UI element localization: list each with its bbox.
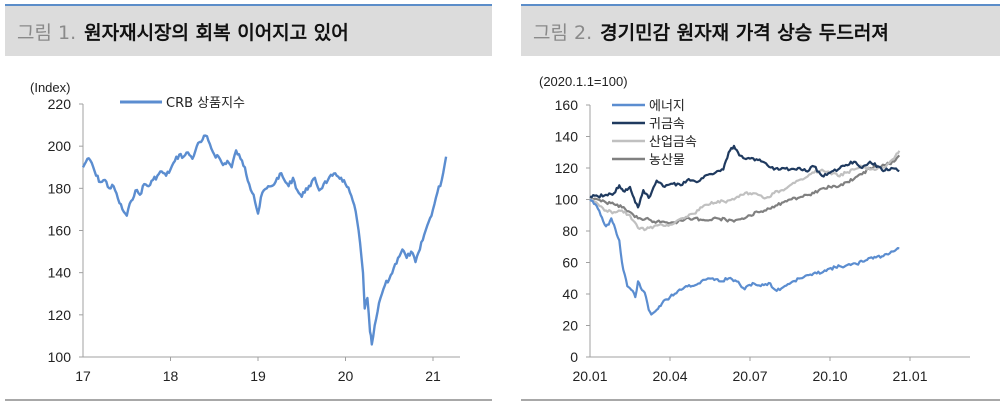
y-tick-label: 160 xyxy=(48,223,72,239)
y-tick-label: 80 xyxy=(562,223,578,239)
legend-label-industrial-metals: 산업금속 xyxy=(649,135,697,150)
agriculture-series-line xyxy=(589,154,901,225)
figure-2-panel: 그림 2. 경기민감 원자재 가격 상승 두드러져 (2020.1.1=100)… xyxy=(515,0,1000,405)
y-tick-label: 180 xyxy=(48,180,72,196)
y-tick-label: 120 xyxy=(555,160,579,176)
y-tick-label: 100 xyxy=(555,192,579,208)
y-axis-ticks: 100 120 140 160 180 200 220 xyxy=(48,96,83,365)
x-tick-label: 20.01 xyxy=(572,368,607,384)
legend: CRB 상품지수 xyxy=(120,96,245,111)
figure-1-title: 원자재시장의 회복 이어지고 있어 xyxy=(84,21,349,44)
y-tick-label: 140 xyxy=(555,129,579,145)
figure-1-title-bar: 그림 1. 원자재시장의 회복 이어지고 있어 xyxy=(5,4,492,56)
figure-1-bottom-rule xyxy=(5,399,492,401)
x-tick-label: 21 xyxy=(425,368,441,384)
figure-2-bottom-rule xyxy=(521,399,1000,401)
y-axis-unit-label: (2020.1.1=100) xyxy=(539,74,628,89)
x-tick-label: 20.07 xyxy=(732,368,767,384)
crb-index-line-chart: (Index) 100 120 140 160 180 200 220 17 18 19 20 21… xyxy=(30,80,460,384)
y-axis-unit-label: (Index) xyxy=(30,80,70,95)
x-axis-ticks: 17 18 19 20 21 xyxy=(75,357,441,384)
x-tick-label: 20.10 xyxy=(812,368,847,384)
x-tick-label: 17 xyxy=(75,368,91,384)
y-tick-label: 120 xyxy=(48,307,72,323)
energy-series-line xyxy=(589,198,900,316)
x-tick-label: 21.01 xyxy=(892,368,927,384)
x-tick-label: 19 xyxy=(250,368,266,384)
y-tick-label: 20 xyxy=(562,318,578,334)
x-tick-label: 20 xyxy=(338,368,354,384)
legend-label-crb: CRB 상품지수 xyxy=(166,96,245,111)
commodity-sectors-line-chart: (2020.1.1=100) 0 20 40 60 80 100 120 140 160 20.… xyxy=(539,74,970,384)
figure-2-title: 경기민감 원자재 가격 상승 두드러져 xyxy=(600,21,889,44)
y-axis-ticks: 0 20 40 60 80 100 120 140 160 xyxy=(555,97,590,365)
y-tick-label: 160 xyxy=(555,97,579,113)
crb-series-line xyxy=(81,134,448,346)
industrial-metals-series-line xyxy=(589,150,901,232)
figure-2-title-bar: 그림 2. 경기민감 원자재 가격 상승 두드러져 xyxy=(521,4,1000,56)
y-tick-label: 200 xyxy=(48,138,72,154)
y-tick-label: 140 xyxy=(48,265,72,281)
x-axis-ticks: 20.01 20.04 20.07 20.10 21.01 xyxy=(572,357,928,384)
figure-1-panel: 그림 1. 원자재시장의 회복 이어지고 있어 (Index) 100 120 14… xyxy=(0,0,492,405)
legend-label-agriculture: 농산물 xyxy=(649,153,685,168)
y-tick-label: 40 xyxy=(562,286,578,302)
y-tick-label: 100 xyxy=(48,349,72,365)
figure-1-number: 그림 1. xyxy=(17,21,77,44)
figure-2-number: 그림 2. xyxy=(533,21,593,44)
legend: 에너지 귀금속 산업금속 농산물 xyxy=(612,99,697,168)
x-tick-label: 20.04 xyxy=(652,368,687,384)
y-tick-label: 0 xyxy=(570,349,578,365)
x-tick-label: 18 xyxy=(163,368,179,384)
legend-label-precious-metals: 귀금속 xyxy=(649,117,685,132)
legend-label-energy: 에너지 xyxy=(649,99,685,114)
y-tick-label: 60 xyxy=(562,255,578,271)
y-tick-label: 220 xyxy=(48,96,72,112)
precious-metals-series-line xyxy=(589,144,900,209)
